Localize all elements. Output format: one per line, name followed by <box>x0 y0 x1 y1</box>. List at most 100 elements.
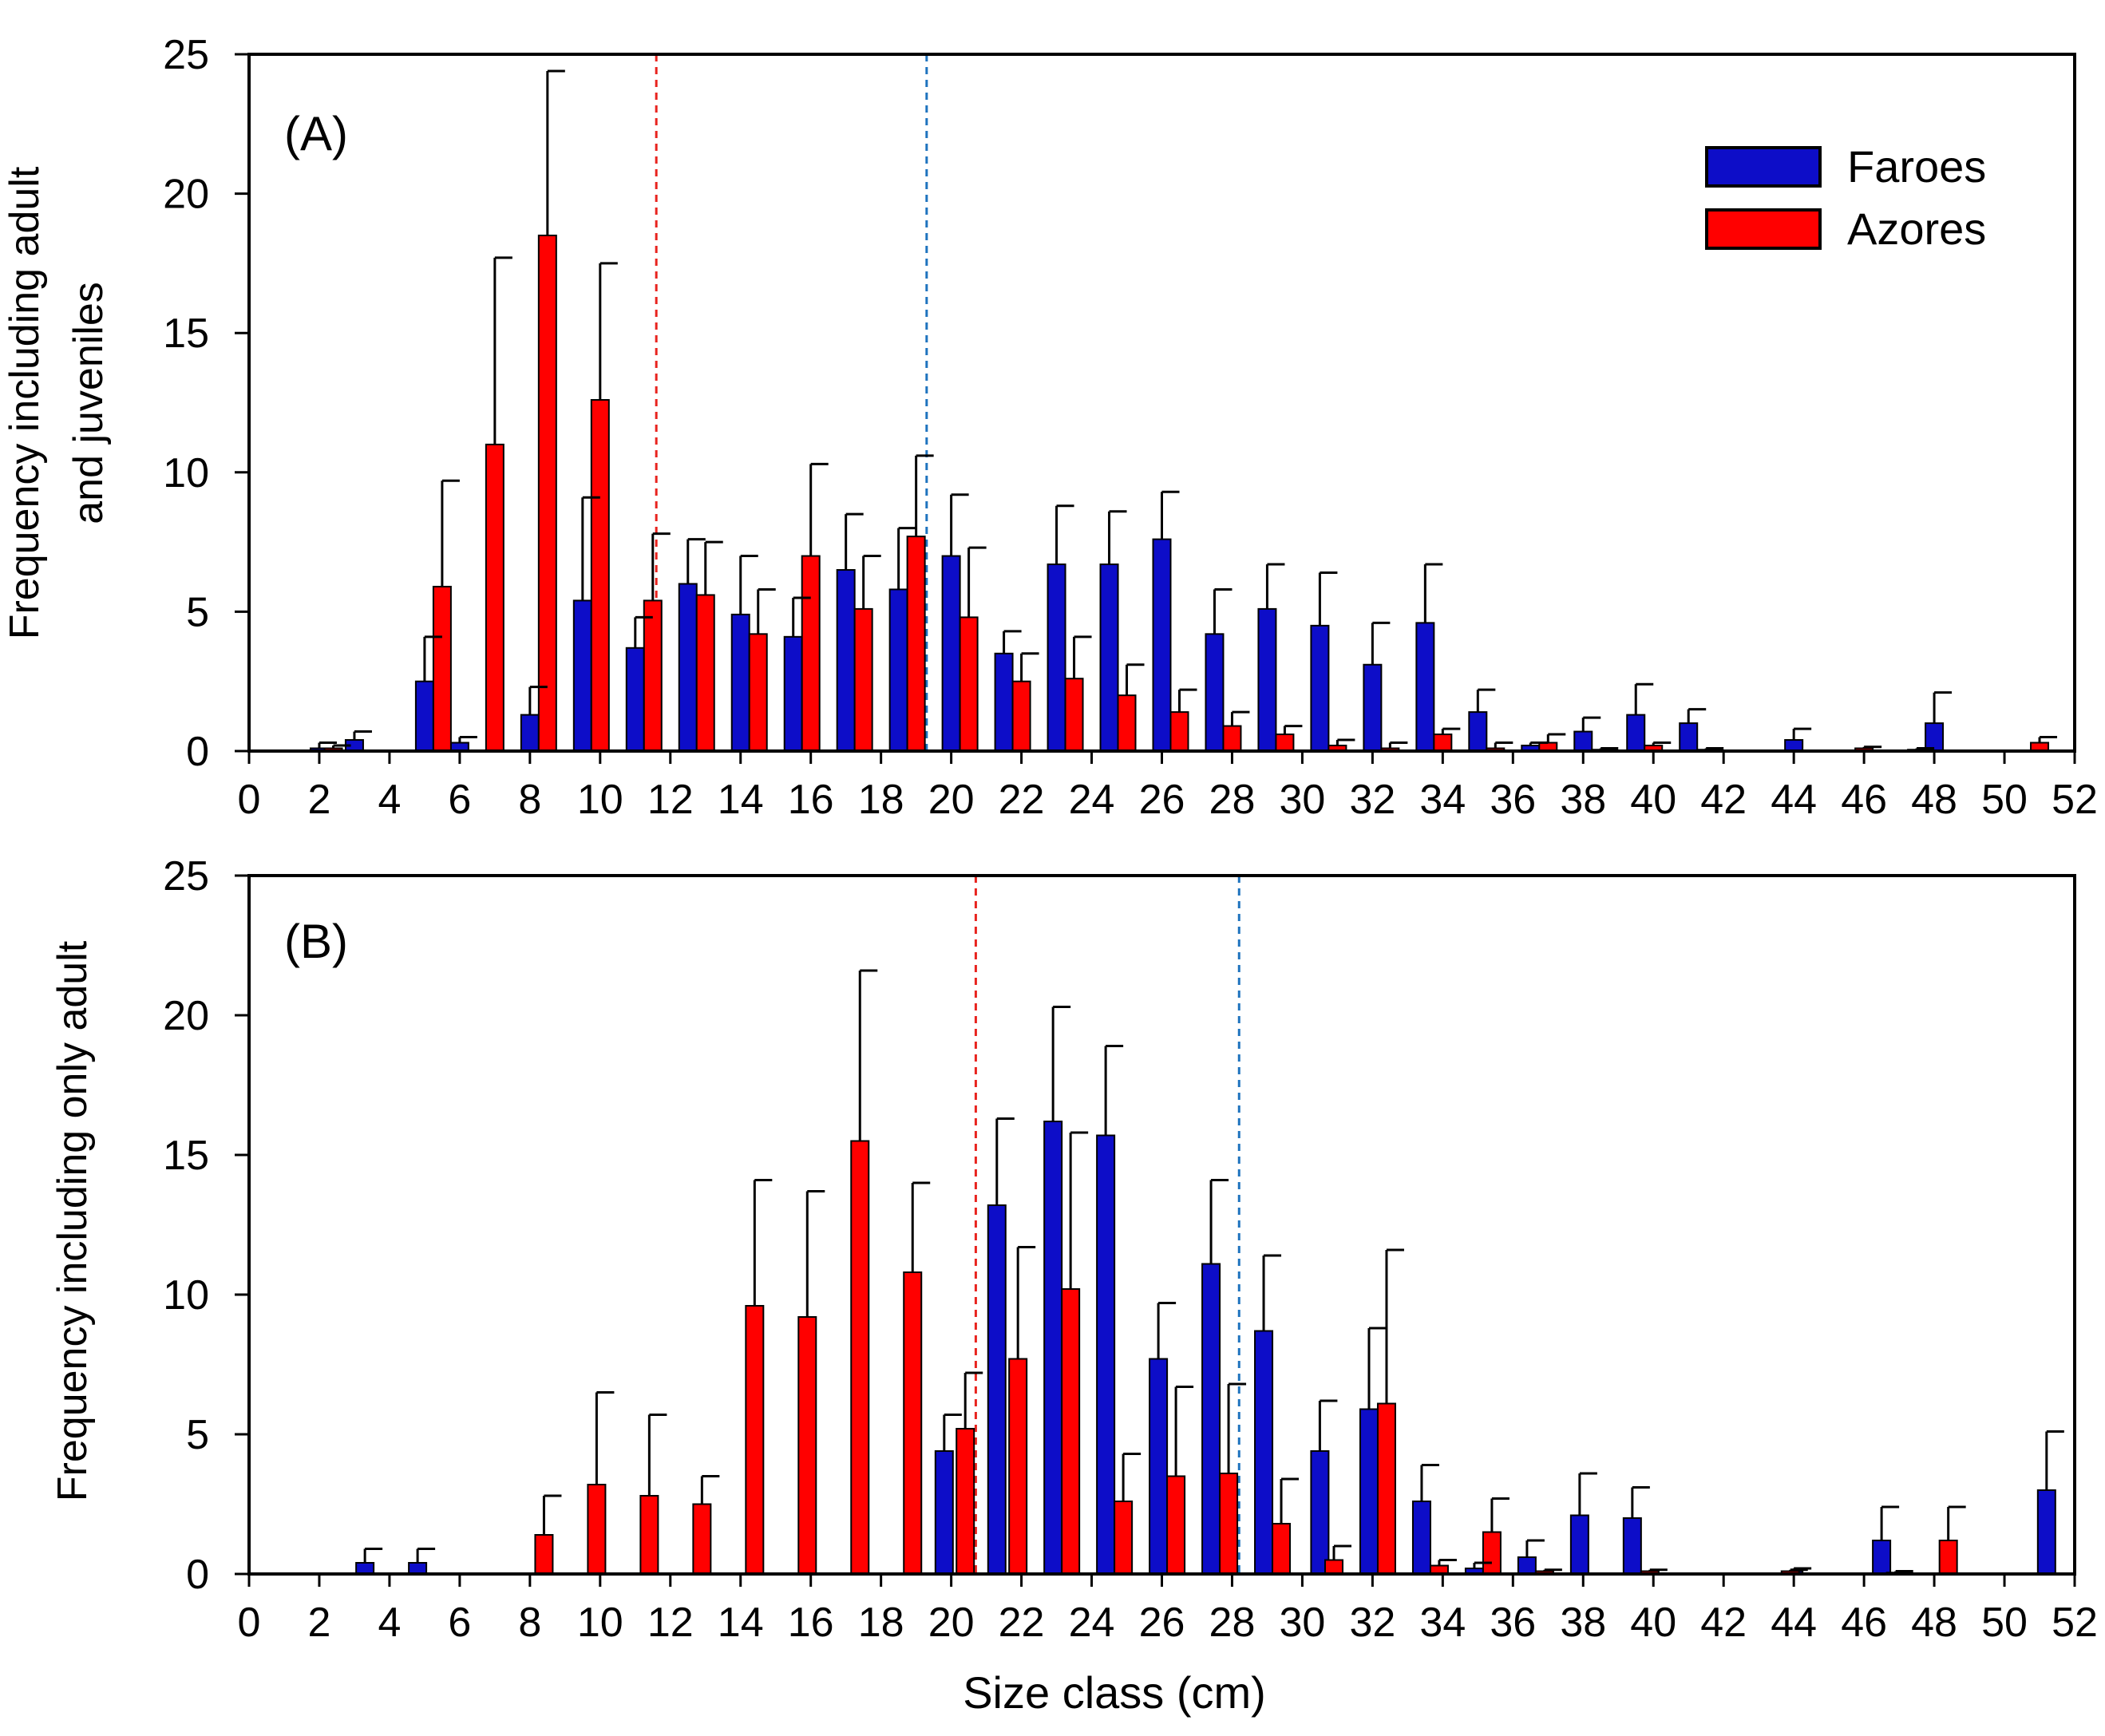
y-tick-label-b-5: 25 <box>163 853 209 900</box>
bar-faroes-a-6 <box>625 647 645 753</box>
y-axis-label-a-line1: Frequency including adult <box>2 166 48 639</box>
x-tick-label-b-8: 16 <box>788 1600 834 1646</box>
x-tick-label-b-23: 46 <box>1841 1600 1887 1646</box>
x-tick-label-a-18: 36 <box>1490 777 1536 823</box>
x-tick-label-b-2: 4 <box>378 1600 401 1646</box>
bar-faroes-a-14 <box>1047 564 1066 753</box>
x-tick-label-a-7: 14 <box>718 777 764 823</box>
bar-faroes-b-3 <box>987 1204 1007 1575</box>
y-axis-label-b: Frequency including only adult <box>49 940 96 1501</box>
bar-azores-b-6 <box>850 1140 870 1575</box>
bar-faroes-a-15 <box>1099 564 1119 753</box>
y-tick-label-b-4: 20 <box>163 993 209 1039</box>
bar-faroes-a-28 <box>1925 722 1945 753</box>
x-tick-label-a-21: 42 <box>1700 777 1747 823</box>
bar-azores-a-14 <box>1117 694 1137 752</box>
bar-azores-a-20 <box>1433 734 1453 752</box>
bar-faroes-a-9 <box>783 635 803 752</box>
bar-azores-b-1 <box>587 1484 607 1575</box>
panel-b: 0 2 4 6 8 10 12 14 16 18 20 22 24 26 28 30 32 34 36 38 40 42 4… <box>49 853 2098 1718</box>
bar-faroes-a-22 <box>1468 711 1488 752</box>
x-tick-label-b-5: 10 <box>577 1600 623 1646</box>
x-tick-label-a-9: 18 <box>858 777 904 823</box>
x-tick-label-b-9: 18 <box>858 1600 904 1646</box>
bar-azores-b-10 <box>1061 1288 1081 1575</box>
x-tick-label-a-8: 16 <box>788 777 834 823</box>
bar-faroes-b-0 <box>355 1562 375 1575</box>
x-tick-label-a-13: 26 <box>1139 777 1185 823</box>
y-tick-label-b-1: 5 <box>186 1412 209 1458</box>
legend: Faroes Azores <box>1705 141 1986 254</box>
bar-azores-b-13 <box>1219 1473 1239 1575</box>
x-tick-label-b-21: 42 <box>1700 1600 1747 1646</box>
bar-azores-b-3 <box>692 1503 712 1575</box>
y-tick-label-a-0: 0 <box>186 729 209 775</box>
bar-azores-b-2 <box>639 1495 659 1575</box>
bar-azores-b-7 <box>903 1271 923 1575</box>
x-tick-label-b-18: 36 <box>1490 1600 1536 1646</box>
y-tick-label-b-2: 10 <box>163 1272 209 1319</box>
bar-faroes-b-1 <box>408 1562 428 1575</box>
bar-azores-b-12 <box>1166 1475 1186 1575</box>
bar-azores-b-5 <box>797 1316 817 1575</box>
panel-label-a: (A) <box>284 107 348 160</box>
x-tick-label-a-5: 10 <box>577 777 623 823</box>
bar-azores-b-0 <box>534 1534 554 1575</box>
bar-azores-a-5 <box>643 599 663 752</box>
legend-swatch-azores <box>1705 208 1822 250</box>
bar-faroes-b-8 <box>1254 1330 1274 1575</box>
bar-faroes-b-7 <box>1201 1263 1221 1575</box>
bar-azores-b-23 <box>1938 1540 1958 1575</box>
x-tick-label-b-3: 6 <box>448 1600 471 1646</box>
y-tick-label-a-2: 10 <box>163 450 209 496</box>
x-tick-label-b-16: 32 <box>1349 1600 1395 1646</box>
x-tick-label-a-4: 8 <box>518 777 541 823</box>
x-tick-label-b-12: 24 <box>1069 1600 1115 1646</box>
bar-faroes-a-19 <box>1310 624 1330 752</box>
x-tick-label-a-17: 34 <box>1419 777 1466 823</box>
x-tick-label-a-24: 48 <box>1911 777 1957 823</box>
x-tick-label-b-26: 52 <box>2052 1600 2098 1646</box>
bar-faroes-b-15 <box>1622 1517 1642 1575</box>
bar-faroes-a-24 <box>1573 730 1593 753</box>
bar-faroes-a-21 <box>1415 622 1435 752</box>
legend-swatch-faroes <box>1705 146 1822 188</box>
x-tick-label-a-2: 4 <box>378 777 401 823</box>
bar-azores-b-16 <box>1376 1402 1396 1575</box>
x-tick-label-a-11: 22 <box>999 777 1045 823</box>
x-tick-label-b-11: 22 <box>999 1600 1045 1646</box>
x-tick-label-b-22: 44 <box>1771 1600 1817 1646</box>
bar-faroes-a-7 <box>678 583 698 752</box>
x-tick-label-b-15: 30 <box>1280 1600 1326 1646</box>
bar-azores-a-16 <box>1222 725 1242 753</box>
legend-label-azores: Azores <box>1847 204 1986 254</box>
bar-faroes-a-25 <box>1626 714 1646 753</box>
bar-faroes-a-26 <box>1679 722 1699 753</box>
bar-faroes-a-5 <box>572 599 592 752</box>
y-tick-label-a-3: 15 <box>163 310 209 357</box>
x-tick-label-a-6: 12 <box>647 777 694 823</box>
x-tick-label-b-19: 38 <box>1560 1600 1606 1646</box>
x-tick-label-b-6: 12 <box>647 1600 694 1646</box>
bar-azores-b-18 <box>1482 1531 1502 1575</box>
x-tick-label-b-1: 2 <box>308 1600 331 1646</box>
bar-faroes-b-17 <box>1872 1540 1892 1575</box>
bar-faroes-a-10 <box>836 569 856 753</box>
bar-azores-b-15 <box>1324 1559 1344 1575</box>
bar-azores-a-6 <box>695 594 715 752</box>
x-tick-label-a-10: 20 <box>928 777 975 823</box>
x-tick-label-a-1: 2 <box>308 777 331 823</box>
bar-faroes-b-9 <box>1310 1450 1330 1575</box>
y-tick-label-a-1: 5 <box>186 589 209 635</box>
bar-azores-b-11 <box>1114 1501 1134 1575</box>
bar-faroes-a-27 <box>1784 739 1804 752</box>
x-tick-label-a-3: 6 <box>448 777 471 823</box>
x-tick-label-a-25: 50 <box>1981 777 2028 823</box>
bar-azores-a-17 <box>1275 734 1295 752</box>
bar-faroes-b-5 <box>1096 1134 1116 1575</box>
x-tick-label-b-0: 0 <box>238 1600 261 1646</box>
x-tick-label-a-23: 46 <box>1841 777 1887 823</box>
y-tick-label-b-3: 15 <box>163 1133 209 1179</box>
x-axis-label: Size class (cm) <box>963 1667 1266 1718</box>
